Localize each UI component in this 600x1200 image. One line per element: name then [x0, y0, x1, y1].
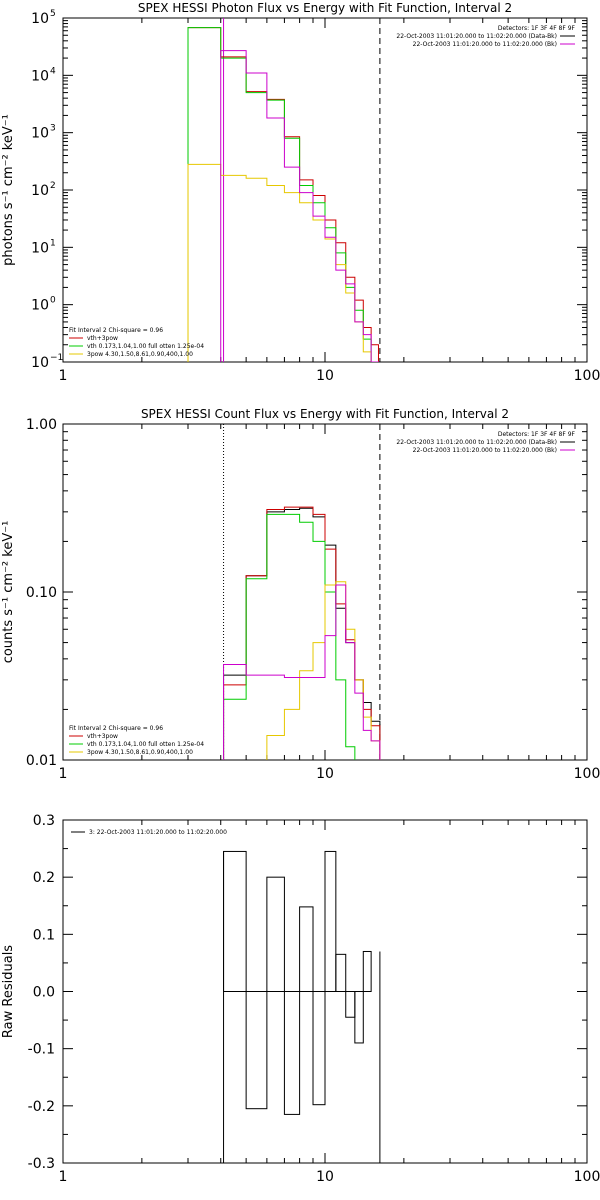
- x-tick-label: 10: [316, 368, 334, 384]
- series-line-1: [187, 27, 379, 362]
- y-tick-label: 0.0: [33, 985, 55, 1001]
- panel-1: SPEX HESSI Photon Flux vs Energy with Fi…: [1, 1, 600, 384]
- residual-bar: [312, 991, 326, 1106]
- x-tick-label: 1: [59, 766, 68, 782]
- y-tick-exponent: 5: [50, 9, 56, 19]
- legend-residual-item: 3: 22-Oct-2003 11:01:20.000 to 11:02:20.…: [89, 829, 227, 836]
- x-tick-label: 100: [574, 1169, 600, 1185]
- legend-fit-item: 3pow 4.30,1.50,8.61,0.90,400,1.00: [87, 351, 193, 358]
- data-layer: [223, 424, 381, 760]
- legend-fit-item: vth+3pow: [87, 335, 118, 342]
- y-tick-label: 10: [31, 183, 49, 199]
- y-tick-label: -0.2: [28, 1099, 55, 1115]
- series-line-2: [187, 163, 372, 362]
- residual-bar: [266, 876, 285, 993]
- legend-fit-item: 3pow 4.30,1.50,8.61,0.90,400,1.00: [87, 749, 193, 756]
- residual-bar: [245, 991, 268, 1110]
- legend-fit-item: vth 0.173,1.04,1.00 full otten 1.25e-04: [87, 343, 204, 350]
- series-line-2: [223, 513, 356, 760]
- series-line-4: [223, 584, 381, 760]
- residual-bar: [299, 906, 314, 992]
- x-tick-label: 100: [574, 766, 600, 782]
- y-tick-label: 0.3: [33, 813, 55, 829]
- y-tick-label: 1.00: [26, 417, 57, 433]
- x-tick-label: 1: [59, 368, 68, 384]
- panel-2: SPEX HESSI Count Flux vs Energy with Fit…: [1, 407, 600, 782]
- y-tick-label: 0.1: [33, 927, 55, 943]
- legend-time-item: 22-Oct-2003 11:01:20.000 to 11:02:20.000…: [396, 439, 557, 446]
- y-tick-exponent: 2: [50, 181, 56, 191]
- legend-fit-head: Fit Interval 2 Chi-square = 0.96: [69, 327, 163, 334]
- x-tick-label: 100: [574, 368, 600, 384]
- series-line-3: [220, 50, 379, 362]
- series-line-0: [223, 507, 381, 760]
- x-tick-label: 10: [316, 766, 334, 782]
- series-line-0: [187, 27, 379, 362]
- legend-detectors-head: Detectors: 1F 3F 4F 8F 9F: [498, 431, 576, 438]
- legend-detectors-head: Detectors: 1F 3F 4F 8F 9F: [498, 25, 576, 32]
- chart-title: SPEX HESSI Count Flux vs Energy with Fit…: [141, 407, 509, 421]
- residual-bar: [354, 991, 364, 1044]
- residual-bar: [223, 850, 247, 992]
- legend-fit-head: Fit Interval 2 Chi-square = 0.96: [69, 725, 163, 732]
- x-tick-label: 1: [59, 1169, 68, 1185]
- y-tick-exponent: 1: [50, 238, 56, 248]
- y-tick-label: 10: [31, 11, 49, 27]
- y-tick-exponent: −1: [50, 353, 63, 363]
- y-axis-label: photons s⁻¹ cm⁻² keV⁻¹: [1, 114, 16, 266]
- plot-frame: [62, 17, 588, 363]
- residual-bar: [283, 991, 301, 1115]
- y-tick-label: -0.3: [28, 1156, 55, 1172]
- y-tick-label: 10: [31, 355, 49, 371]
- y-tick-label: 10: [31, 298, 49, 314]
- y-tick-label: 10: [31, 126, 49, 142]
- y-tick-exponent: 3: [50, 124, 56, 134]
- chart-title: SPEX HESSI Photon Flux vs Energy with Fi…: [138, 1, 512, 15]
- y-tick-label: 0.01: [26, 753, 57, 769]
- panel-3: Raw Residuals 1 10 100 -0.3 -0.2 -0.1 0.0 0.1 0.2…: [1, 813, 600, 1185]
- legend-time-item: 22-Oct-2003 11:01:20.000 to 11:02:20.000…: [413, 447, 557, 454]
- series-line-3: [266, 581, 381, 760]
- y-tick-label: 0.10: [26, 585, 57, 601]
- residual-bar: [345, 991, 356, 1018]
- y-tick-label: 0.2: [33, 870, 55, 886]
- residual-bar: [335, 953, 347, 993]
- y-tick-exponent: 4: [50, 66, 56, 76]
- y-tick-label: 10: [31, 68, 49, 84]
- x-tick-label: 10: [316, 1169, 334, 1185]
- y-axis-label: counts s⁻¹ cm⁻² keV⁻¹: [1, 521, 16, 664]
- legend-fit-item: vth+3pow: [87, 733, 118, 740]
- y-tick-label: -0.1: [28, 1042, 55, 1058]
- legend-time-item: 22-Oct-2003 11:01:20.000 to 11:02:20.000…: [413, 41, 557, 48]
- residual-bar: [324, 850, 337, 992]
- series-line-1: [223, 506, 381, 760]
- legend-fit-item: vth 0.173,1.04,1.00 full otten 1.25e-04: [87, 741, 204, 748]
- legend-time-item: 22-Oct-2003 11:01:20.000 to 11:02:20.000…: [396, 33, 557, 40]
- data-layer: [223, 850, 381, 1163]
- y-axis-label: Raw Residuals: [1, 945, 16, 1038]
- y-tick-label: 10: [31, 240, 49, 256]
- residual-bar: [362, 950, 372, 993]
- y-tick-exponent: 0: [50, 296, 56, 306]
- data-layer: [187, 18, 381, 362]
